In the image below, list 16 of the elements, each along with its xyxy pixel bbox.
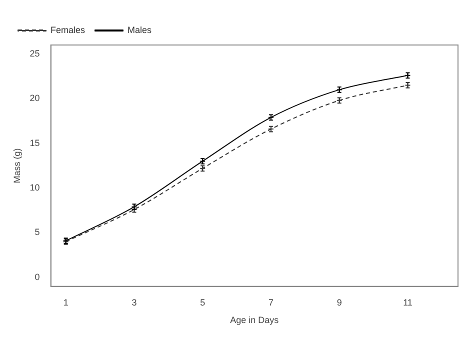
x-tick-label: 11 <box>403 297 412 308</box>
legend-label: Females <box>50 24 86 35</box>
y-tick-label: 10 <box>30 182 40 193</box>
y-tick-label: 5 <box>34 227 40 238</box>
x-tick-label: 7 <box>268 297 274 308</box>
x-axis-title: Age in Days <box>230 315 280 326</box>
x-tick-label: 5 <box>200 297 206 308</box>
y-tick-label: 0 <box>34 272 40 282</box>
y-tick-label: 25 <box>30 48 40 58</box>
x-tick-label: 9 <box>336 297 342 308</box>
y-axis-title: Mass (g) <box>12 148 22 184</box>
legend-label: Males <box>128 24 152 35</box>
y-tick-label: 15 <box>30 138 40 148</box>
x-tick-label: 3 <box>132 297 137 308</box>
x-tick-label: 1 <box>63 297 68 308</box>
y-tick-label: 20 <box>30 93 40 104</box>
